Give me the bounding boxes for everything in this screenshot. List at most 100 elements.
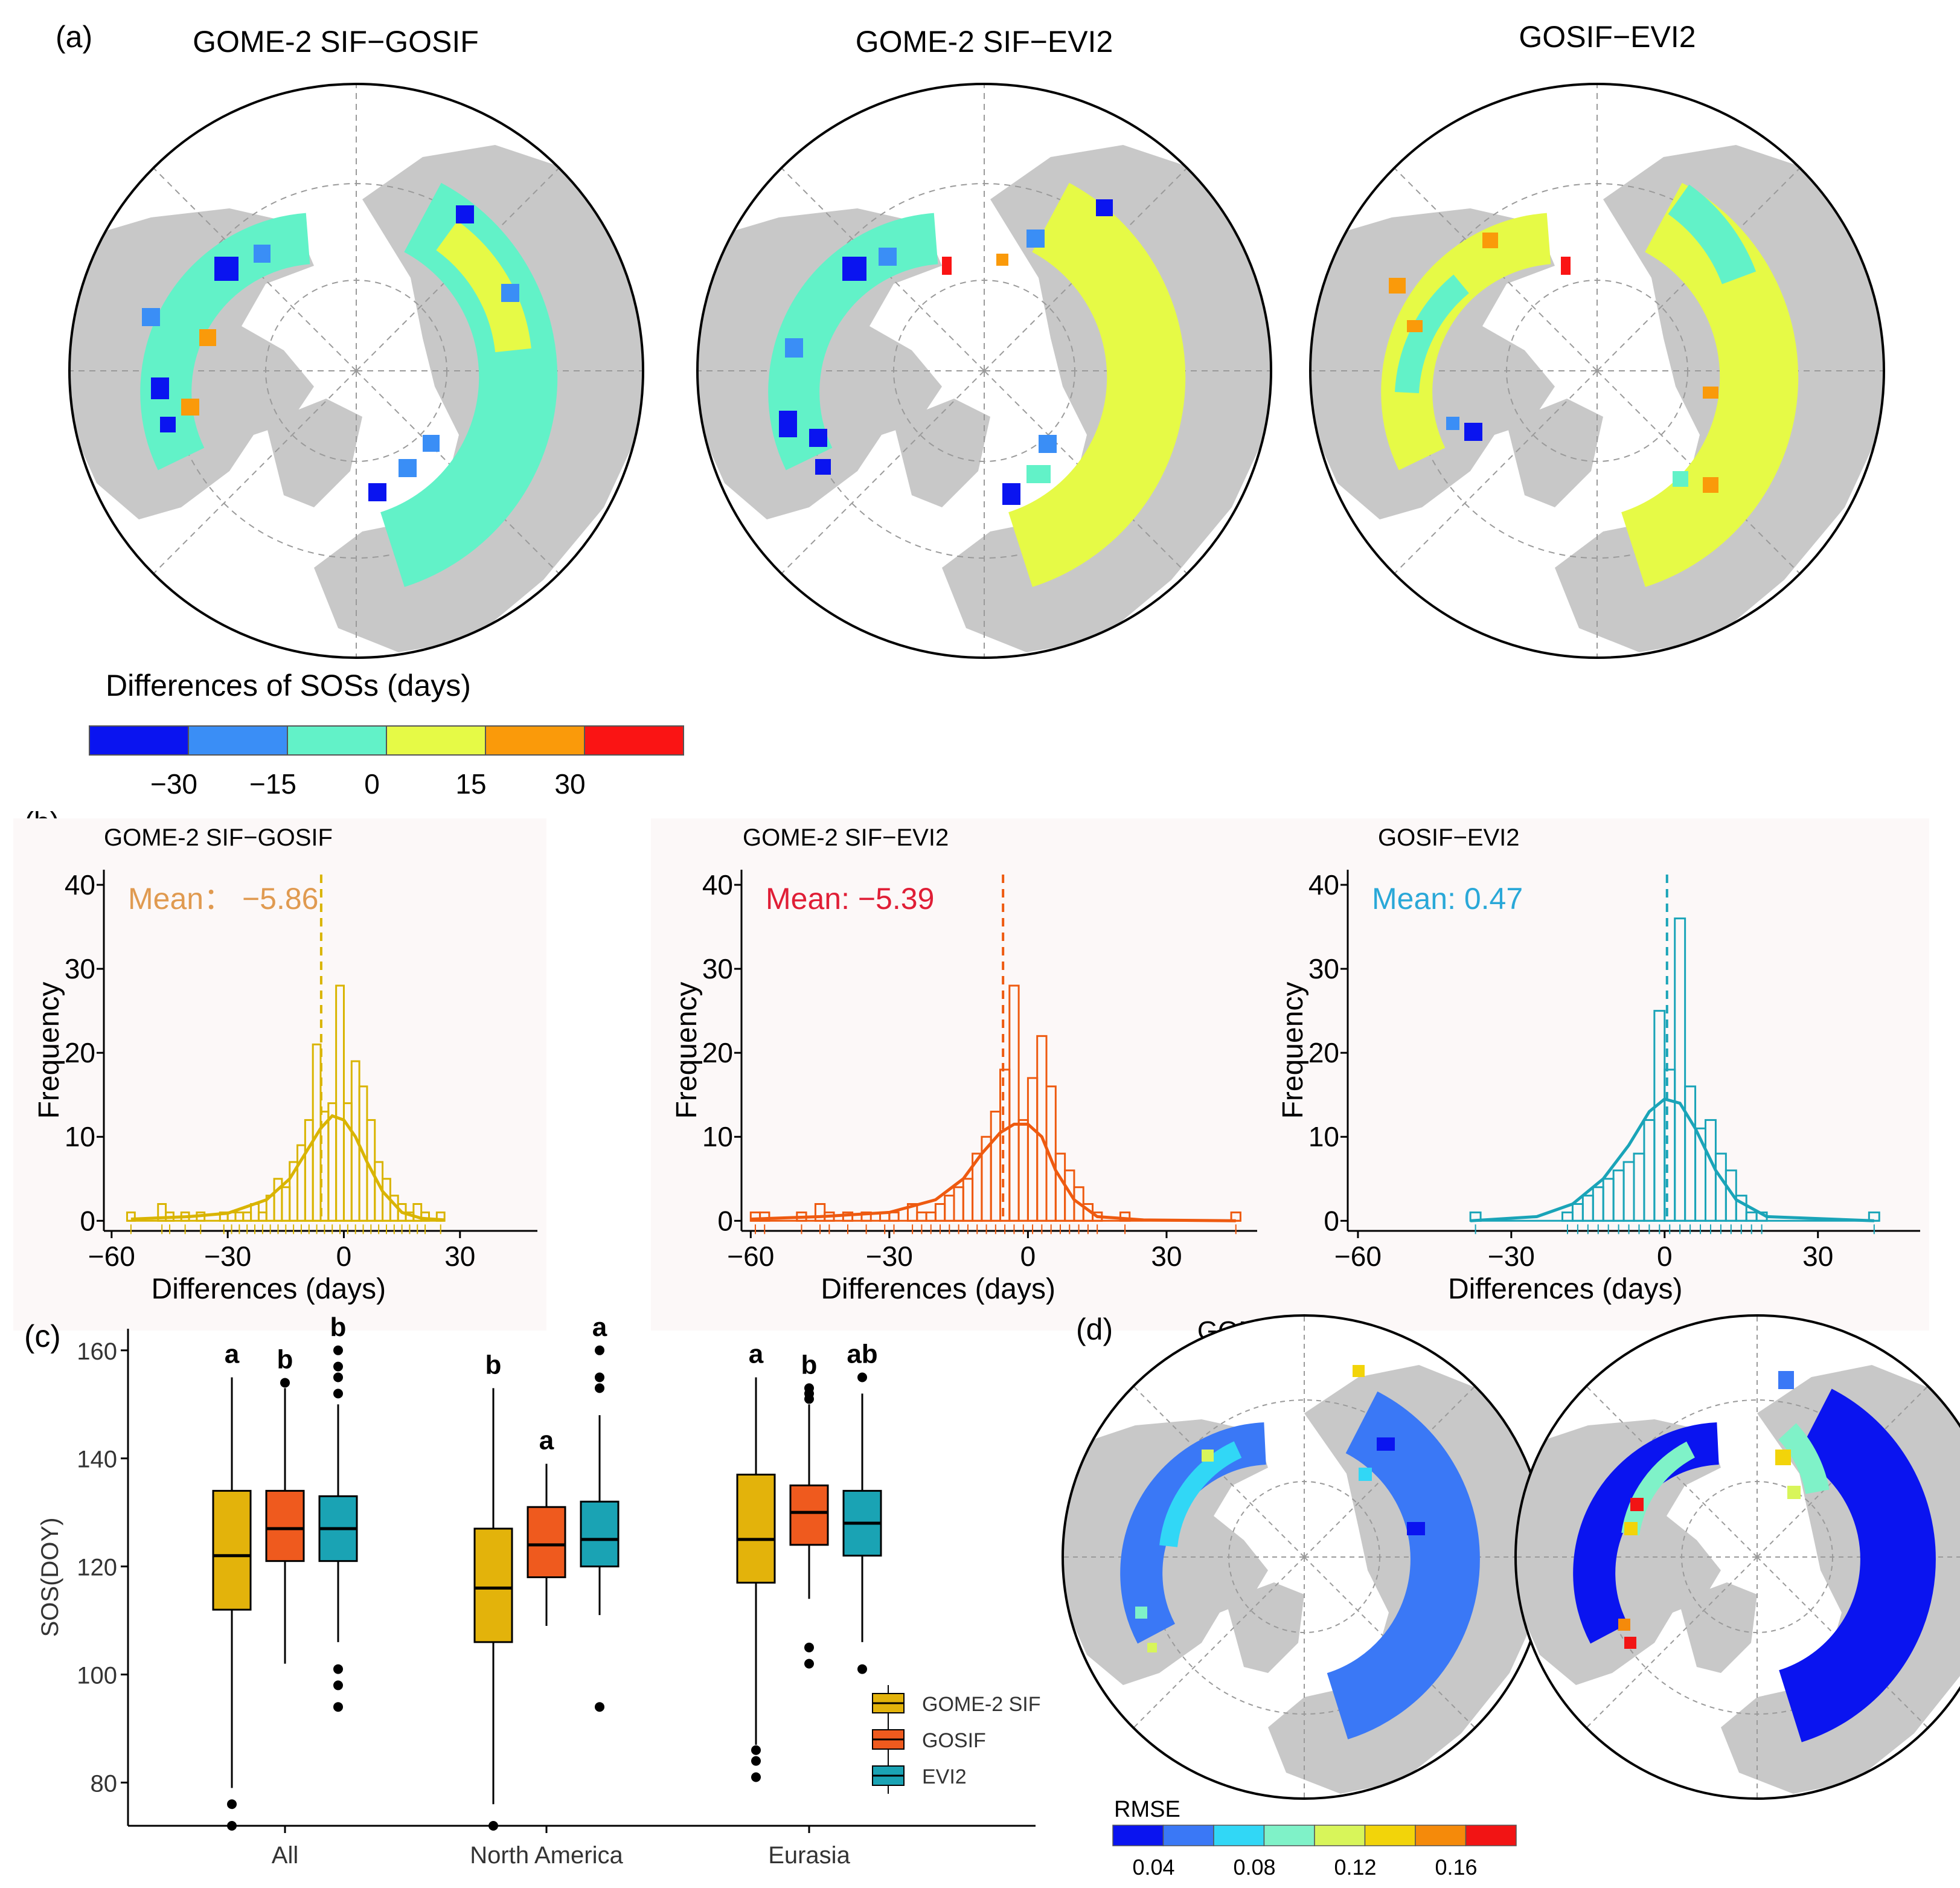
box-xtick-label: Eurasia xyxy=(768,1842,850,1869)
legend-d-bin xyxy=(1465,1825,1517,1846)
hist-xtick-label: −30 xyxy=(1488,1241,1535,1272)
legend-d-bin xyxy=(1415,1825,1467,1846)
legend-d-tick: 0.04 xyxy=(1132,1855,1174,1880)
box-ytick-label: 100 xyxy=(77,1663,117,1689)
hist-density-curve xyxy=(751,1122,1236,1222)
hist-density-curve xyxy=(1470,1097,1874,1222)
hist-mean-label: Mean： −5.86 xyxy=(128,882,318,916)
box-body xyxy=(527,1506,566,1579)
map-content-a3 xyxy=(1310,84,1884,658)
box-significance-letter: a xyxy=(749,1340,764,1369)
hist-xtick-label: 0 xyxy=(1657,1241,1673,1272)
legend-d-tick: 0.16 xyxy=(1435,1855,1477,1880)
legend-d-bin xyxy=(1213,1825,1265,1846)
legend-d-title: RMSE xyxy=(1114,1797,1180,1822)
box-outlier xyxy=(804,1658,814,1669)
hist-background xyxy=(1257,818,1929,1331)
hist-xtick-label: −60 xyxy=(727,1241,774,1272)
box-outlier xyxy=(333,1361,343,1372)
hist-ytick-label: 0 xyxy=(1324,1205,1339,1236)
hist-xtick-label: 0 xyxy=(1020,1241,1036,1272)
hist-ytick-label: 0 xyxy=(80,1205,95,1236)
box-outlier xyxy=(333,1664,343,1674)
hist-ytick-label: 20 xyxy=(65,1037,95,1068)
legend-a-bin xyxy=(287,725,387,756)
box-ytick-label: 160 xyxy=(77,1338,117,1365)
box-significance-letter: b xyxy=(330,1312,347,1342)
hist-xtick-label: 30 xyxy=(1802,1241,1833,1272)
hist-ytick-label: 20 xyxy=(1308,1037,1339,1068)
hist-xlabel: Differences (days) xyxy=(821,1273,1055,1305)
polar-map-a1: GOME-2 SIF−GOSIF xyxy=(68,25,644,659)
legend-a: Differences of SOSs (days) −30 −15 0 15 30 xyxy=(89,669,684,800)
legend-a-tick: 30 xyxy=(554,768,585,800)
hist-ytick-label: 40 xyxy=(65,869,95,901)
box-outlier xyxy=(857,1372,867,1382)
hist-ytick-label: 10 xyxy=(1308,1121,1339,1152)
box-legend-label: GOME-2 SIF xyxy=(922,1693,1040,1716)
legend-a-bin xyxy=(485,725,585,756)
box-body xyxy=(265,1489,305,1562)
hist-xtick-label: 30 xyxy=(444,1241,475,1272)
panel-c-label: (c) xyxy=(24,1319,61,1354)
box-ytick-label: 140 xyxy=(77,1447,117,1473)
box-outlier xyxy=(488,1821,498,1831)
legend-d-bin xyxy=(1112,1825,1164,1846)
legend-d-bin xyxy=(1364,1825,1416,1846)
box-outlier xyxy=(333,1389,343,1399)
hist-xtick-label: −30 xyxy=(204,1241,251,1272)
map-content-d2 xyxy=(1516,1315,1960,1799)
box-body xyxy=(473,1527,513,1643)
box-outlier xyxy=(595,1372,604,1382)
box-outlier xyxy=(751,1745,761,1755)
hist-xtick-label: 30 xyxy=(1151,1241,1182,1272)
map-title-a2: GOME-2 SIF−EVI2 xyxy=(856,25,1113,59)
box-significance-letter: b xyxy=(485,1350,502,1379)
legend-d-bin xyxy=(1263,1825,1315,1846)
box-ytick-label: 80 xyxy=(91,1770,118,1797)
box-legend-label: EVI2 xyxy=(922,1765,967,1788)
box-significance-letter: ab xyxy=(847,1340,877,1369)
legend-a-tick: 0 xyxy=(364,768,380,800)
legend-d-ticks: 0.04 0.08 0.12 0.16 xyxy=(1132,1855,1477,1880)
hist-ylabel: Frequency xyxy=(1277,982,1309,1119)
legend-a-bin xyxy=(89,725,189,756)
box-outlier xyxy=(227,1821,237,1831)
panel-d-label: (d) xyxy=(1076,1312,1113,1346)
hist-mean-label: Mean: −5.39 xyxy=(766,882,934,916)
panel-b: (b) GOME-2 SIF−GOSIF010203040−60−30030Di… xyxy=(13,807,1929,1331)
hist-ytick-label: 20 xyxy=(702,1037,733,1068)
hist-ytick-label: 0 xyxy=(717,1205,733,1236)
box-outlier xyxy=(595,1702,604,1712)
box-legend-label: GOSIF xyxy=(922,1729,986,1752)
hist-title: GOSIF−EVI2 xyxy=(1378,824,1520,851)
hist-xtick-label: 0 xyxy=(336,1241,352,1272)
legend-a-bins xyxy=(89,725,684,756)
box-significance-letter: a xyxy=(592,1312,607,1342)
box-outlier xyxy=(595,1345,604,1355)
legend-a-tick: −15 xyxy=(249,768,296,800)
hist-mean-label: Mean: 0.47 xyxy=(1372,882,1523,916)
histogram-gosif-evi2: GOSIF−EVI2 0 10 20 30 40 −60 −30 0 30 Differences … xyxy=(1257,818,1929,1331)
box-outlier xyxy=(857,1664,867,1674)
hist-ytick-label: 40 xyxy=(1308,869,1339,901)
legend-a-tick: 15 xyxy=(455,768,486,800)
box-ytick-label: 120 xyxy=(77,1555,117,1581)
box-outlier xyxy=(227,1799,237,1809)
legend-a-bin xyxy=(584,725,684,756)
hist-ylabel: Frequency xyxy=(33,982,65,1119)
hist-background xyxy=(13,818,546,1331)
box-outlier xyxy=(804,1642,814,1652)
polar-map-d1: GOME-2 SIF xyxy=(1062,1314,1547,1800)
box-outlier xyxy=(595,1383,604,1393)
box-body xyxy=(789,1484,829,1546)
legend-d: RMSE 0.04 0.08 0.12 0.16 xyxy=(1112,1797,1517,1880)
box-outlier xyxy=(751,1756,761,1766)
polar-map-a3: GOSIF−EVI2 xyxy=(1309,20,1885,659)
panel-a: (a) GOME-2 SIF−GOSIF xyxy=(56,20,1885,800)
hist-density-curve xyxy=(130,1114,445,1222)
box-outlier xyxy=(280,1378,290,1388)
box-body xyxy=(212,1489,252,1611)
box-significance-letter: a xyxy=(225,1340,240,1369)
box-outlier xyxy=(333,1680,343,1691)
